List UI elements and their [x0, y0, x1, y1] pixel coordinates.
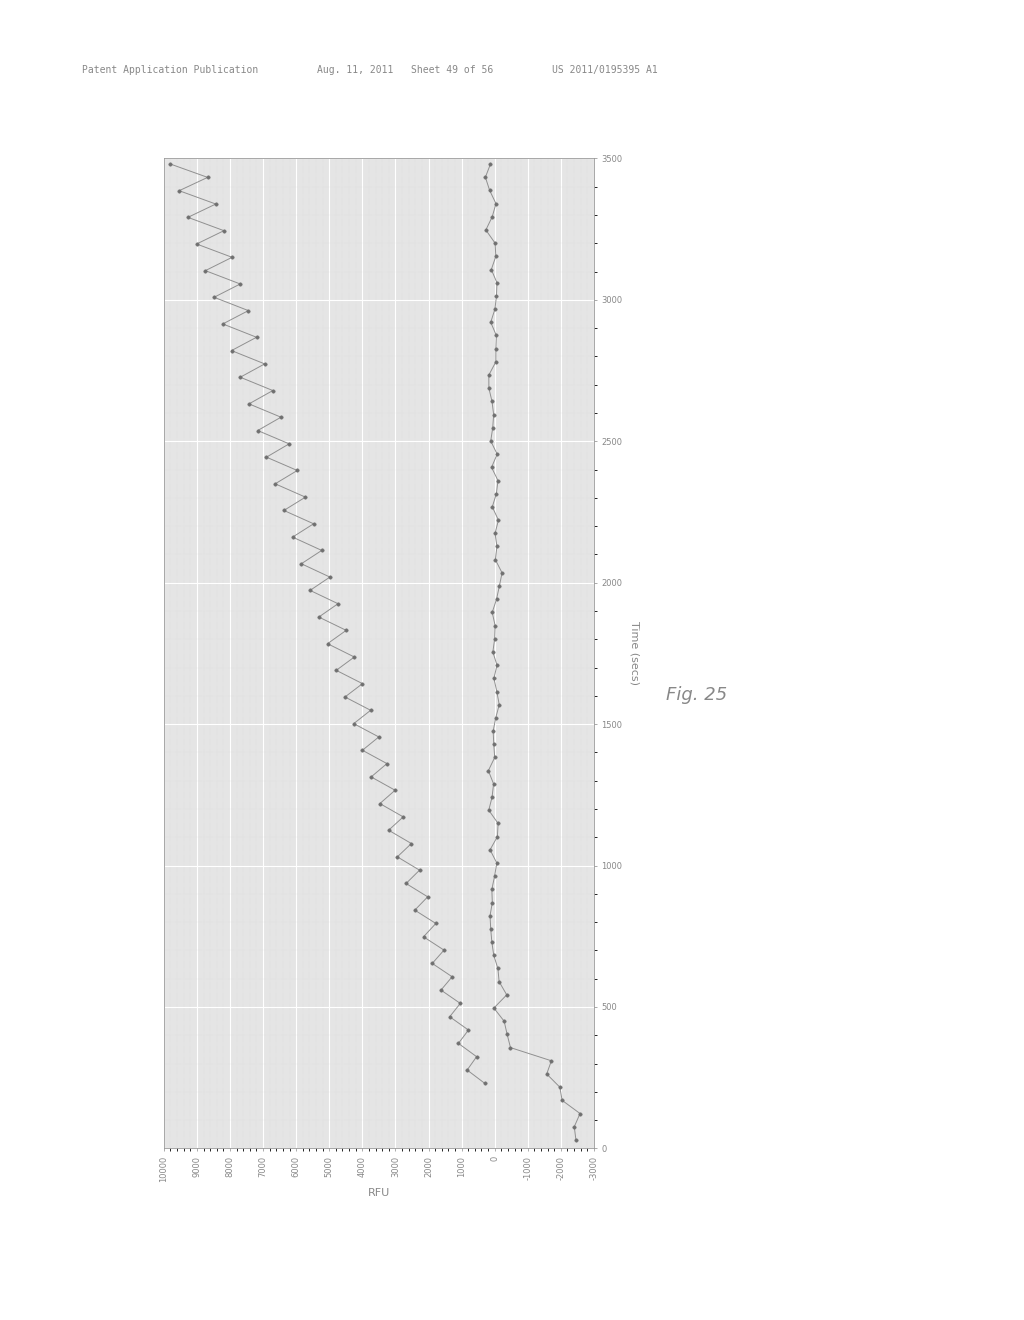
X-axis label: RFU: RFU [368, 1188, 390, 1197]
Text: Patent Application Publication          Aug. 11, 2011   Sheet 49 of 56          : Patent Application Publication Aug. 11, … [82, 65, 657, 75]
Y-axis label: Time (secs): Time (secs) [630, 622, 639, 685]
Text: Fig. 25: Fig. 25 [666, 685, 727, 704]
